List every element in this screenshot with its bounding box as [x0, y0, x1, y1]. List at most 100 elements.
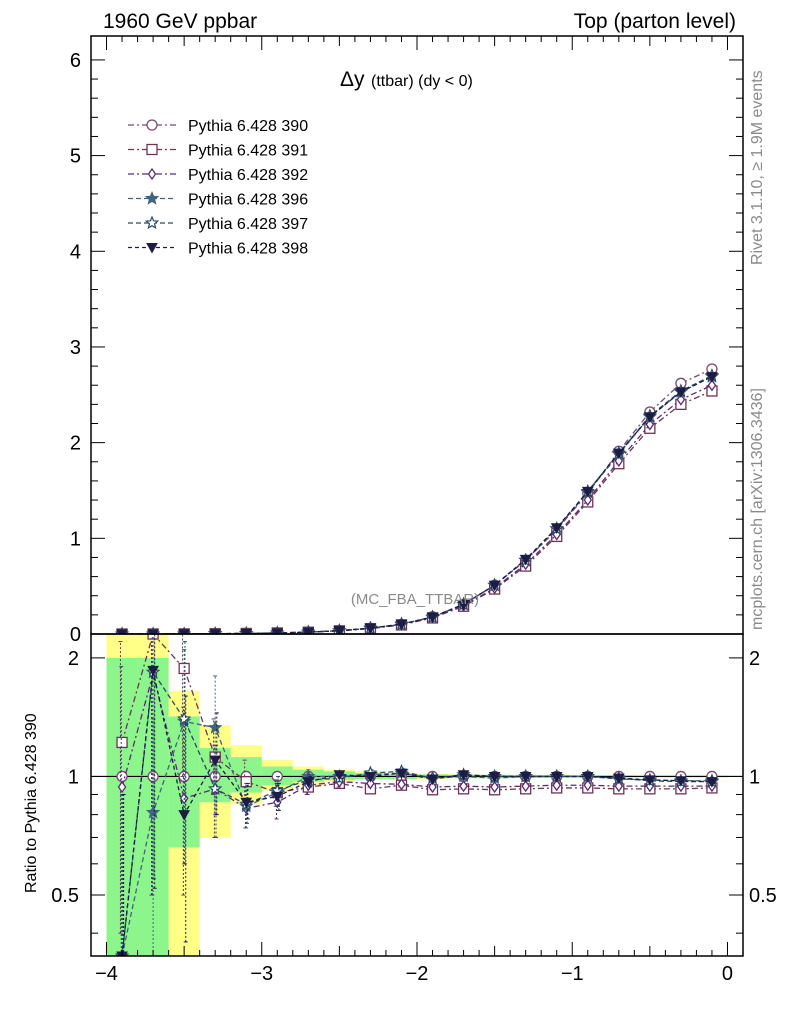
main-data-point — [178, 629, 190, 634]
main-data-point — [333, 626, 346, 634]
legend-marker — [146, 119, 158, 131]
side-text-mcplots: mcplots.cern.ch [arXiv:1306.3436] — [749, 388, 766, 630]
ratio-data-point — [302, 777, 315, 788]
ratio-data-point — [459, 779, 468, 793]
ratio-data-point — [614, 779, 624, 793]
main-y-tick-label: 5 — [70, 146, 81, 168]
main-data-point — [209, 629, 222, 634]
legend-entry-label: Pythia 6.428 390 — [188, 118, 308, 135]
main-y-tick-label: 6 — [70, 50, 81, 72]
main-y-tick-label: 4 — [70, 241, 81, 263]
x-tick-label: −2 — [406, 963, 429, 985]
ratio-data-point — [395, 768, 408, 780]
ratio-data-point — [207, 720, 223, 734]
ratio-data-point — [490, 780, 499, 794]
main-data-point — [612, 448, 625, 460]
chart-title-main: Δy — [340, 68, 365, 91]
ratio-data-point — [552, 779, 562, 792]
ratio-data-point — [178, 810, 190, 821]
main-data-point — [457, 599, 470, 611]
ratio-data-point — [426, 774, 439, 786]
main-data-point — [550, 523, 563, 534]
legend-entry-label: Pythia 6.428 398 — [188, 241, 308, 258]
ratio-data-point — [116, 736, 128, 749]
main-data-point — [676, 393, 686, 406]
ratio-y-tick-label-right: 0.5 — [749, 885, 777, 907]
ratio-data-point — [612, 773, 625, 785]
ratio-data-point — [488, 771, 501, 783]
legend-marker — [146, 243, 158, 254]
main-data-point — [395, 619, 408, 631]
legend: Pythia 6.428 390 Pythia 6.428 391 Pythia 6… — [128, 118, 308, 258]
legend-marker — [144, 190, 160, 205]
ratio-data-point — [147, 634, 159, 640]
main-data-point — [583, 493, 593, 507]
main-data-point — [116, 629, 128, 634]
ratio-data-point — [240, 797, 253, 809]
ratio-data-point — [209, 755, 222, 767]
main-data-point — [645, 418, 655, 431]
ratio-data-point — [178, 662, 190, 675]
ratio-data-point — [644, 775, 656, 786]
main-y-tick-label: 2 — [70, 433, 81, 455]
ratio-data-point — [521, 779, 530, 793]
main-data-point — [675, 387, 687, 398]
ratio-data-point — [397, 778, 406, 791]
ratio-data-point — [428, 780, 437, 794]
ratio-series-line — [121, 670, 712, 956]
main-data-point — [302, 627, 315, 634]
main-data-point — [488, 580, 501, 592]
main-data-point — [707, 379, 717, 392]
ratio-y-tick-label: 0.5 — [51, 885, 79, 907]
x-tick-label: 0 — [722, 963, 733, 985]
ratio-data-point — [675, 776, 687, 787]
main-data-point — [240, 629, 253, 634]
legend-entry-label: Pythia 6.428 392 — [188, 167, 308, 184]
chart-title-sub: (ttbar) (dy < 0) — [371, 73, 473, 90]
main-data-point — [147, 629, 159, 634]
ratio-y-tick-label-right: 1 — [749, 766, 760, 788]
ratio-data-point — [147, 665, 159, 677]
ratio-data-point — [176, 711, 192, 726]
main-data-point — [644, 412, 656, 423]
ratio-data-point — [457, 770, 470, 781]
legend-entry-label: Pythia 6.428 391 — [188, 143, 308, 160]
legend-marker — [146, 143, 158, 156]
main-y-tick-label: 3 — [70, 337, 81, 359]
ratio-data-point — [366, 777, 375, 790]
main-y-tick-label: 1 — [70, 528, 81, 550]
main-data-point — [581, 486, 594, 498]
ratio-data-point — [333, 770, 346, 781]
ratio-data-point — [550, 771, 563, 783]
ratio-y-tick-label-right: 2 — [749, 648, 760, 670]
ratio-data-point — [581, 771, 594, 783]
ratio-data-point — [583, 779, 593, 792]
main-data-point — [706, 372, 718, 383]
ratio-data-point — [145, 804, 161, 819]
legend-entry-label: Pythia 6.428 397 — [188, 216, 308, 233]
header-left: 1960 GeV ppbar — [103, 10, 257, 33]
main-y-tick-label: 0 — [70, 624, 81, 646]
ratio-y-tick-label: 2 — [68, 648, 79, 670]
side-text-rivet: Rivet 3.1.10, ≥ 1.9M events — [749, 70, 766, 265]
ratio-y-axis-label: Ratio to Pythia 6.428 390 — [23, 713, 40, 893]
main-data-point — [426, 612, 439, 623]
x-tick-label: −3 — [250, 963, 273, 985]
ratio-data-point — [364, 771, 377, 783]
ratio-data-point — [706, 777, 718, 788]
ratio-panel — [91, 634, 743, 956]
analysis-watermark: (MC_FBA_TTBAR) — [351, 591, 479, 608]
main-data-point — [519, 554, 532, 566]
ratio-data-point — [117, 780, 127, 794]
ratio-data-point — [519, 771, 532, 783]
ratio-series-line — [121, 720, 712, 956]
x-tick-label: −1 — [561, 963, 584, 985]
header-right: Top (parton level) — [574, 10, 736, 33]
x-tick-label: −4 — [95, 963, 118, 985]
legend-marker — [144, 215, 160, 230]
ratio-data-point — [271, 791, 284, 803]
legend-marker — [147, 167, 157, 181]
legend-entry-label: Pythia 6.428 396 — [188, 192, 308, 209]
ratio-data-point — [207, 781, 223, 795]
